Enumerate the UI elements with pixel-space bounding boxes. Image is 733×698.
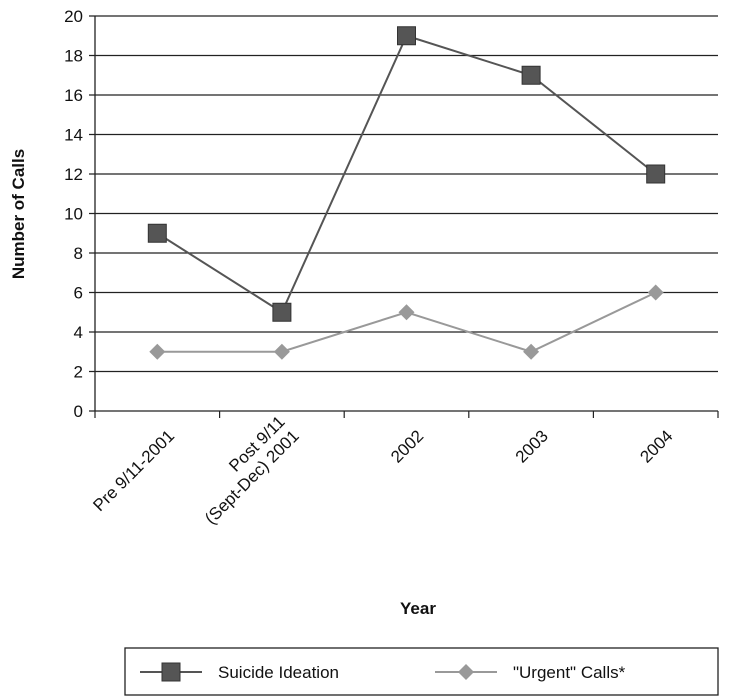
marker <box>149 343 166 360</box>
marker <box>398 304 415 321</box>
legend-label: Suicide Ideation <box>218 663 339 682</box>
y-tick-label: 10 <box>64 205 83 224</box>
x-tick-label: 2003 <box>512 426 552 466</box>
legend-marker <box>458 664 474 680</box>
y-tick-label: 16 <box>64 86 83 105</box>
marker <box>521 65 541 85</box>
x-axis-label: Year <box>400 599 436 618</box>
series-line <box>157 291 657 353</box>
marker <box>397 26 416 46</box>
marker <box>273 343 290 360</box>
marker <box>272 302 292 322</box>
x-tick-label: 2004 <box>636 426 676 466</box>
legend-marker <box>161 662 181 682</box>
y-tick-label: 6 <box>74 284 83 303</box>
marker <box>523 343 540 360</box>
y-tick-label: 4 <box>74 323 83 342</box>
y-tick-label: 8 <box>74 244 83 263</box>
y-tick-label: 2 <box>74 363 83 382</box>
y-tick-label: 0 <box>74 402 83 421</box>
y-tick-label: 18 <box>64 47 83 66</box>
marker <box>147 223 167 243</box>
y-tick-label: 20 <box>64 7 83 26</box>
marker <box>647 284 664 301</box>
x-tick-label: Post 9/11(Sept-Dec) 2001 <box>187 412 303 528</box>
y-tick-label: 14 <box>64 126 83 145</box>
y-axis-label: Number of Calls <box>9 149 28 279</box>
legend-label: "Urgent" Calls* <box>513 663 626 682</box>
y-tick-label: 12 <box>64 165 83 184</box>
legend-box <box>124 647 719 696</box>
marker <box>646 164 666 184</box>
x-tick-label: Pre 9/11-2001 <box>89 426 178 515</box>
x-tick-label: 2002 <box>387 426 427 466</box>
